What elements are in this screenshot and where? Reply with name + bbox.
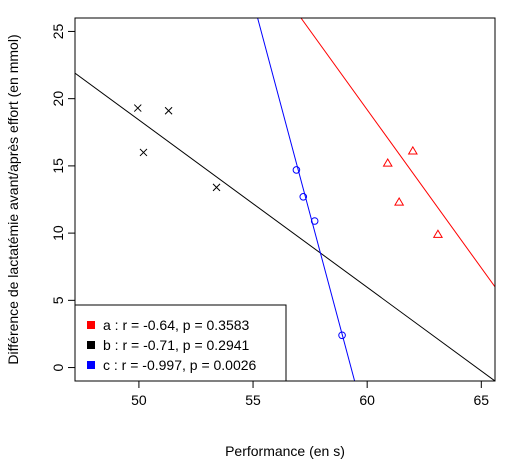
y-axis: 0 5 10 15 20 25: [50, 23, 75, 371]
y-tick-label: 5: [50, 296, 66, 304]
legend-swatch: [87, 361, 95, 369]
data-point: [164, 106, 173, 115]
data-point: [338, 331, 346, 340]
legend-entry: a : r = -0.64, p = 0.3583: [103, 317, 250, 333]
data-point: [212, 183, 221, 192]
legend-swatch: [87, 321, 95, 329]
data-point: [292, 166, 301, 174]
fit-line: [257, 18, 356, 381]
data-point: [432, 229, 444, 238]
y-tick-label: 15: [50, 158, 66, 174]
x-tick-label: 60: [359, 392, 375, 408]
legend-entry: c : r = -0.997, p = 0.0026: [103, 357, 257, 373]
y-tick-label: 0: [50, 363, 66, 371]
x-tick-label: 65: [474, 392, 490, 408]
x-tick-label: 50: [131, 392, 147, 408]
fit-line: [75, 72, 495, 381]
fit-line: [300, 18, 495, 288]
data-point: [310, 217, 319, 225]
legend-box: [74, 304, 287, 382]
data-point: [299, 193, 308, 201]
data-point: [382, 158, 393, 167]
legend-entry: b : r = -0.71, p = 0.2941: [103, 337, 250, 353]
data-point: [394, 197, 405, 206]
x-axis-label: Performance (en s): [225, 443, 345, 459]
y-tick-label: 10: [50, 225, 66, 241]
fit-lines-layer: [75, 18, 495, 381]
x-axis: 50 55 60 65: [131, 381, 489, 408]
y-tick-label: 20: [50, 91, 66, 107]
y-axis-label: Différence de lactatémie avant/après eff…: [5, 34, 21, 364]
data-point: [407, 145, 418, 155]
y-tick-label: 25: [50, 23, 66, 39]
legend: a : r = -0.64, p = 0.3583 b : r = -0.71, …: [74, 304, 287, 382]
legend-swatch: [87, 341, 95, 349]
data-point: [133, 104, 142, 112]
x-tick-label: 55: [245, 392, 261, 408]
points-layer: [133, 104, 444, 340]
data-point: [139, 148, 148, 157]
